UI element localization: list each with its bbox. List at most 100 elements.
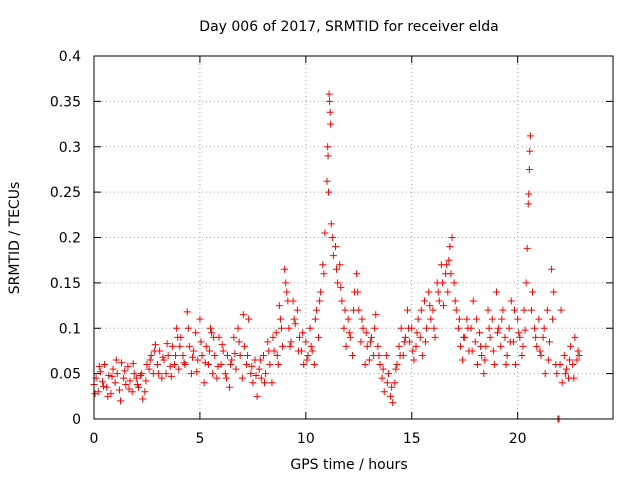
data-point xyxy=(286,342,294,350)
data-point xyxy=(277,324,285,332)
data-point xyxy=(111,379,119,387)
data-point xyxy=(539,333,547,341)
data-point xyxy=(208,329,216,337)
data-point xyxy=(510,306,518,314)
data-point xyxy=(505,324,513,332)
data-point xyxy=(452,306,460,314)
data-point xyxy=(266,361,274,369)
data-point xyxy=(444,288,452,296)
data-point xyxy=(240,342,248,350)
data-point xyxy=(486,333,494,341)
data-point xyxy=(434,288,442,296)
data-point xyxy=(320,270,328,278)
data-point xyxy=(210,333,218,341)
data-point xyxy=(363,342,371,350)
data-point xyxy=(299,329,307,337)
data-point xyxy=(575,351,583,359)
data-point xyxy=(133,381,141,389)
data-point xyxy=(435,297,443,305)
data-point xyxy=(164,351,172,359)
data-point xyxy=(101,361,109,369)
data-point xyxy=(103,383,111,391)
data-point xyxy=(560,351,568,359)
data-point xyxy=(145,365,153,373)
data-point xyxy=(196,315,204,323)
data-point xyxy=(426,302,434,310)
data-point xyxy=(480,370,488,378)
data-point xyxy=(236,351,244,359)
data-point xyxy=(494,329,502,337)
data-point xyxy=(425,288,433,296)
data-point xyxy=(331,243,339,251)
data-point xyxy=(514,315,522,323)
data-point xyxy=(214,362,222,370)
data-point xyxy=(326,108,334,116)
data-point xyxy=(219,347,227,355)
data-point xyxy=(285,324,293,332)
y-tick-label: 0.25 xyxy=(50,185,81,201)
data-point xyxy=(471,338,479,346)
y-tick-label: 0.35 xyxy=(50,94,81,110)
data-point xyxy=(232,365,240,373)
data-point xyxy=(541,370,549,378)
data-point xyxy=(259,351,267,359)
data-point xyxy=(293,306,301,314)
x-tick-label: 0 xyxy=(90,431,99,447)
data-point xyxy=(561,370,569,378)
data-point xyxy=(176,342,184,350)
data-point xyxy=(243,361,251,369)
data-point xyxy=(519,342,527,350)
data-point xyxy=(143,361,151,369)
y-axis-label: SRMTID / TECUs xyxy=(7,182,23,295)
data-point xyxy=(334,279,342,287)
data-point xyxy=(311,315,319,323)
data-point xyxy=(261,379,269,387)
data-point xyxy=(248,362,256,370)
data-point xyxy=(571,333,579,341)
data-point xyxy=(308,347,316,355)
data-point xyxy=(166,362,174,370)
data-point xyxy=(247,370,255,378)
data-point xyxy=(550,288,558,296)
data-point xyxy=(256,356,264,364)
data-point xyxy=(95,362,103,370)
data-point xyxy=(221,370,229,378)
data-point xyxy=(495,324,503,332)
data-point xyxy=(122,381,130,389)
data-point xyxy=(535,315,543,323)
data-point xyxy=(365,356,373,364)
data-point xyxy=(115,386,123,394)
data-point xyxy=(197,338,205,346)
data-point xyxy=(362,329,370,337)
data-point xyxy=(548,265,556,273)
data-point xyxy=(336,261,344,269)
data-point xyxy=(323,177,331,185)
data-point xyxy=(350,306,357,314)
data-point xyxy=(327,220,335,228)
data-point xyxy=(573,356,581,364)
data-point xyxy=(273,351,281,359)
data-point xyxy=(231,350,239,358)
data-point xyxy=(422,338,430,346)
data-point xyxy=(319,261,327,269)
data-point xyxy=(532,333,540,341)
data-point xyxy=(130,370,138,378)
data-point xyxy=(382,351,390,359)
data-point xyxy=(378,374,386,382)
data-point xyxy=(413,329,421,337)
y-tick-label: 0.4 xyxy=(59,49,81,65)
data-point xyxy=(506,338,514,346)
data-point xyxy=(516,333,524,341)
data-point xyxy=(460,333,468,341)
data-point xyxy=(531,324,539,332)
data-point xyxy=(324,143,332,151)
data-point xyxy=(244,351,252,359)
data-point xyxy=(257,374,265,382)
data-point xyxy=(249,379,257,387)
data-point xyxy=(264,338,272,346)
data-point xyxy=(141,388,149,396)
data-point xyxy=(405,324,413,332)
data-point xyxy=(410,356,418,364)
data-point xyxy=(440,302,448,310)
